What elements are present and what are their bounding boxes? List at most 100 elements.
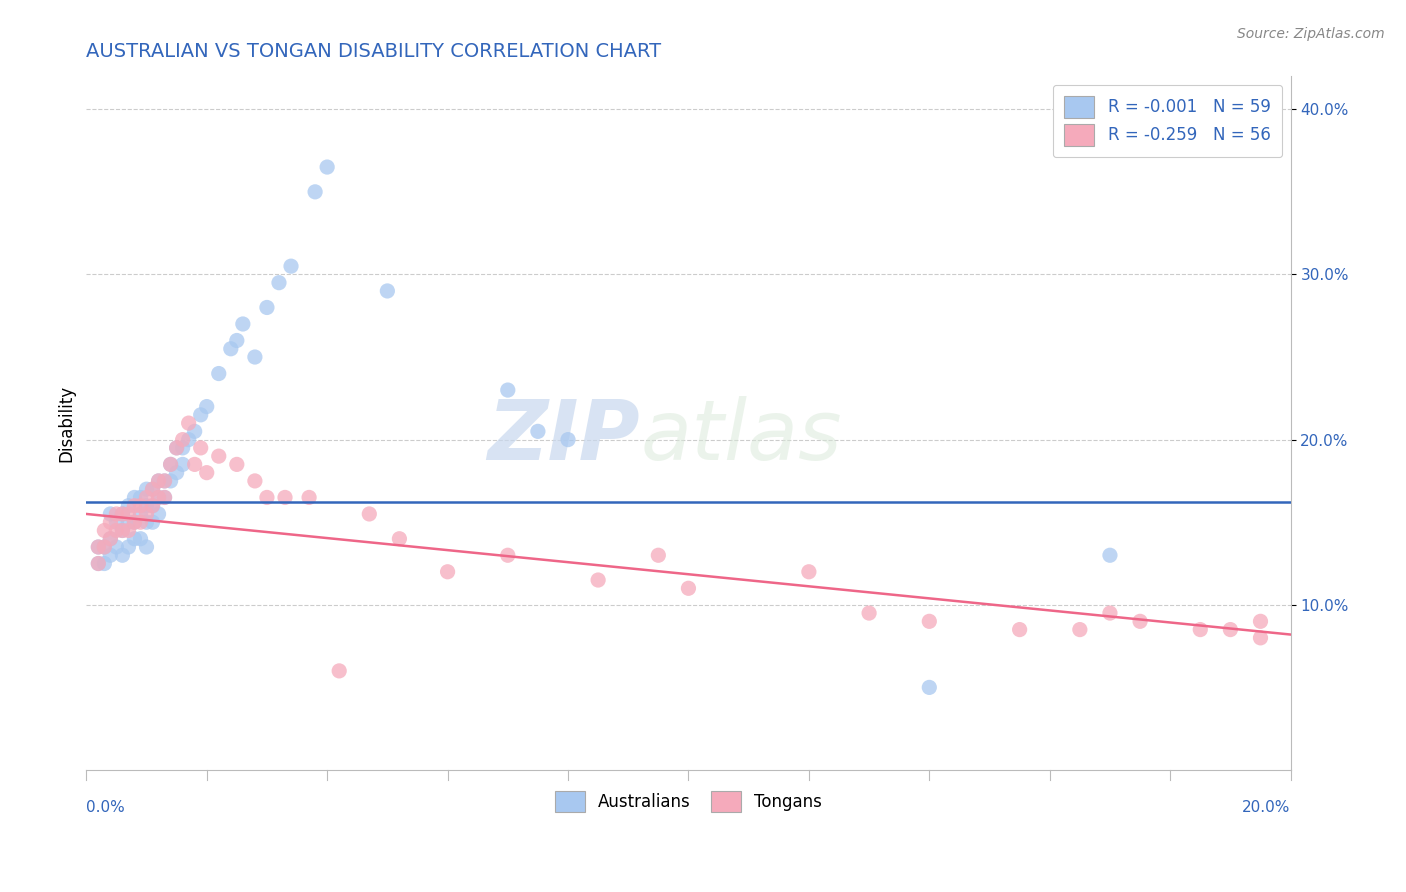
Point (647, 548, 669, 562)
Point (87, 557, 110, 571)
Point (111, 507, 134, 521)
Point (208, 449, 231, 463)
Point (153, 474, 176, 488)
Point (304, 185, 326, 199)
Point (918, 681, 941, 695)
Point (141, 482, 163, 496)
Point (153, 491, 176, 505)
Point (141, 515, 163, 529)
Point (177, 433, 200, 447)
Point (359, 507, 381, 521)
Point (1008, 623, 1031, 637)
Point (129, 515, 152, 529)
Point (129, 507, 152, 521)
Point (166, 441, 188, 455)
Point (172, 441, 194, 455)
Point (280, 259, 302, 273)
Point (105, 540, 128, 554)
Point (172, 433, 194, 447)
Point (100, 515, 122, 529)
Point (232, 317, 254, 331)
Point (100, 532, 122, 546)
Point (135, 482, 157, 496)
Point (208, 367, 231, 381)
Point (1219, 623, 1241, 637)
Point (225, 458, 247, 472)
Point (1129, 615, 1152, 629)
Point (1098, 606, 1121, 620)
Point (100, 548, 122, 562)
Point (316, 160, 339, 174)
Point (105, 507, 128, 521)
Point (797, 565, 820, 579)
Point (105, 524, 128, 538)
Point (111, 524, 134, 538)
Point (1069, 623, 1091, 637)
Point (190, 408, 212, 422)
Point (159, 458, 181, 472)
Point (124, 499, 146, 513)
Point (496, 383, 519, 397)
Text: 20.0%: 20.0% (1243, 800, 1291, 814)
Point (135, 507, 157, 521)
Point (117, 515, 139, 529)
Point (274, 491, 297, 505)
Point (858, 606, 880, 620)
Point (117, 540, 139, 554)
Point (195, 466, 218, 480)
Point (195, 400, 218, 414)
Point (377, 284, 399, 298)
Point (129, 499, 152, 513)
Point (141, 499, 163, 513)
Point (100, 507, 122, 521)
Text: Source: ZipAtlas.com: Source: ZipAtlas.com (1237, 27, 1385, 41)
Point (124, 515, 146, 529)
Point (129, 532, 152, 546)
Point (93, 524, 115, 538)
Point (87, 557, 110, 571)
Point (135, 515, 157, 529)
Text: AUSTRALIAN VS TONGAN DISABILITY CORRELATION CHART: AUSTRALIAN VS TONGAN DISABILITY CORRELAT… (86, 42, 661, 61)
Point (183, 458, 205, 472)
Point (93, 557, 115, 571)
Legend: Australians, Tongans: Australians, Tongans (543, 780, 834, 824)
Point (159, 458, 181, 472)
Point (87, 540, 110, 554)
Point (129, 491, 152, 505)
Point (225, 334, 247, 348)
Point (105, 515, 128, 529)
Point (153, 491, 176, 505)
Point (148, 474, 170, 488)
Point (436, 565, 458, 579)
Point (117, 524, 139, 538)
Point (256, 491, 278, 505)
Point (1189, 623, 1212, 637)
Point (141, 499, 163, 513)
Point (111, 507, 134, 521)
Point (243, 350, 266, 364)
Point (267, 276, 290, 290)
Point (111, 548, 134, 562)
Point (219, 342, 242, 356)
Point (496, 548, 519, 562)
Point (328, 664, 350, 678)
Point (183, 425, 205, 439)
Point (256, 301, 278, 315)
Text: atlas: atlas (640, 396, 842, 477)
Point (141, 482, 163, 496)
Text: ZIP: ZIP (488, 396, 640, 477)
Point (172, 458, 194, 472)
Point (93, 540, 115, 554)
Point (87, 540, 110, 554)
Point (100, 532, 122, 546)
Point (124, 515, 146, 529)
Point (135, 540, 157, 554)
Point (135, 491, 157, 505)
Point (918, 615, 941, 629)
Point (159, 474, 181, 488)
Point (135, 499, 157, 513)
Point (153, 474, 176, 488)
Point (243, 474, 266, 488)
Point (148, 507, 170, 521)
Point (124, 532, 146, 546)
